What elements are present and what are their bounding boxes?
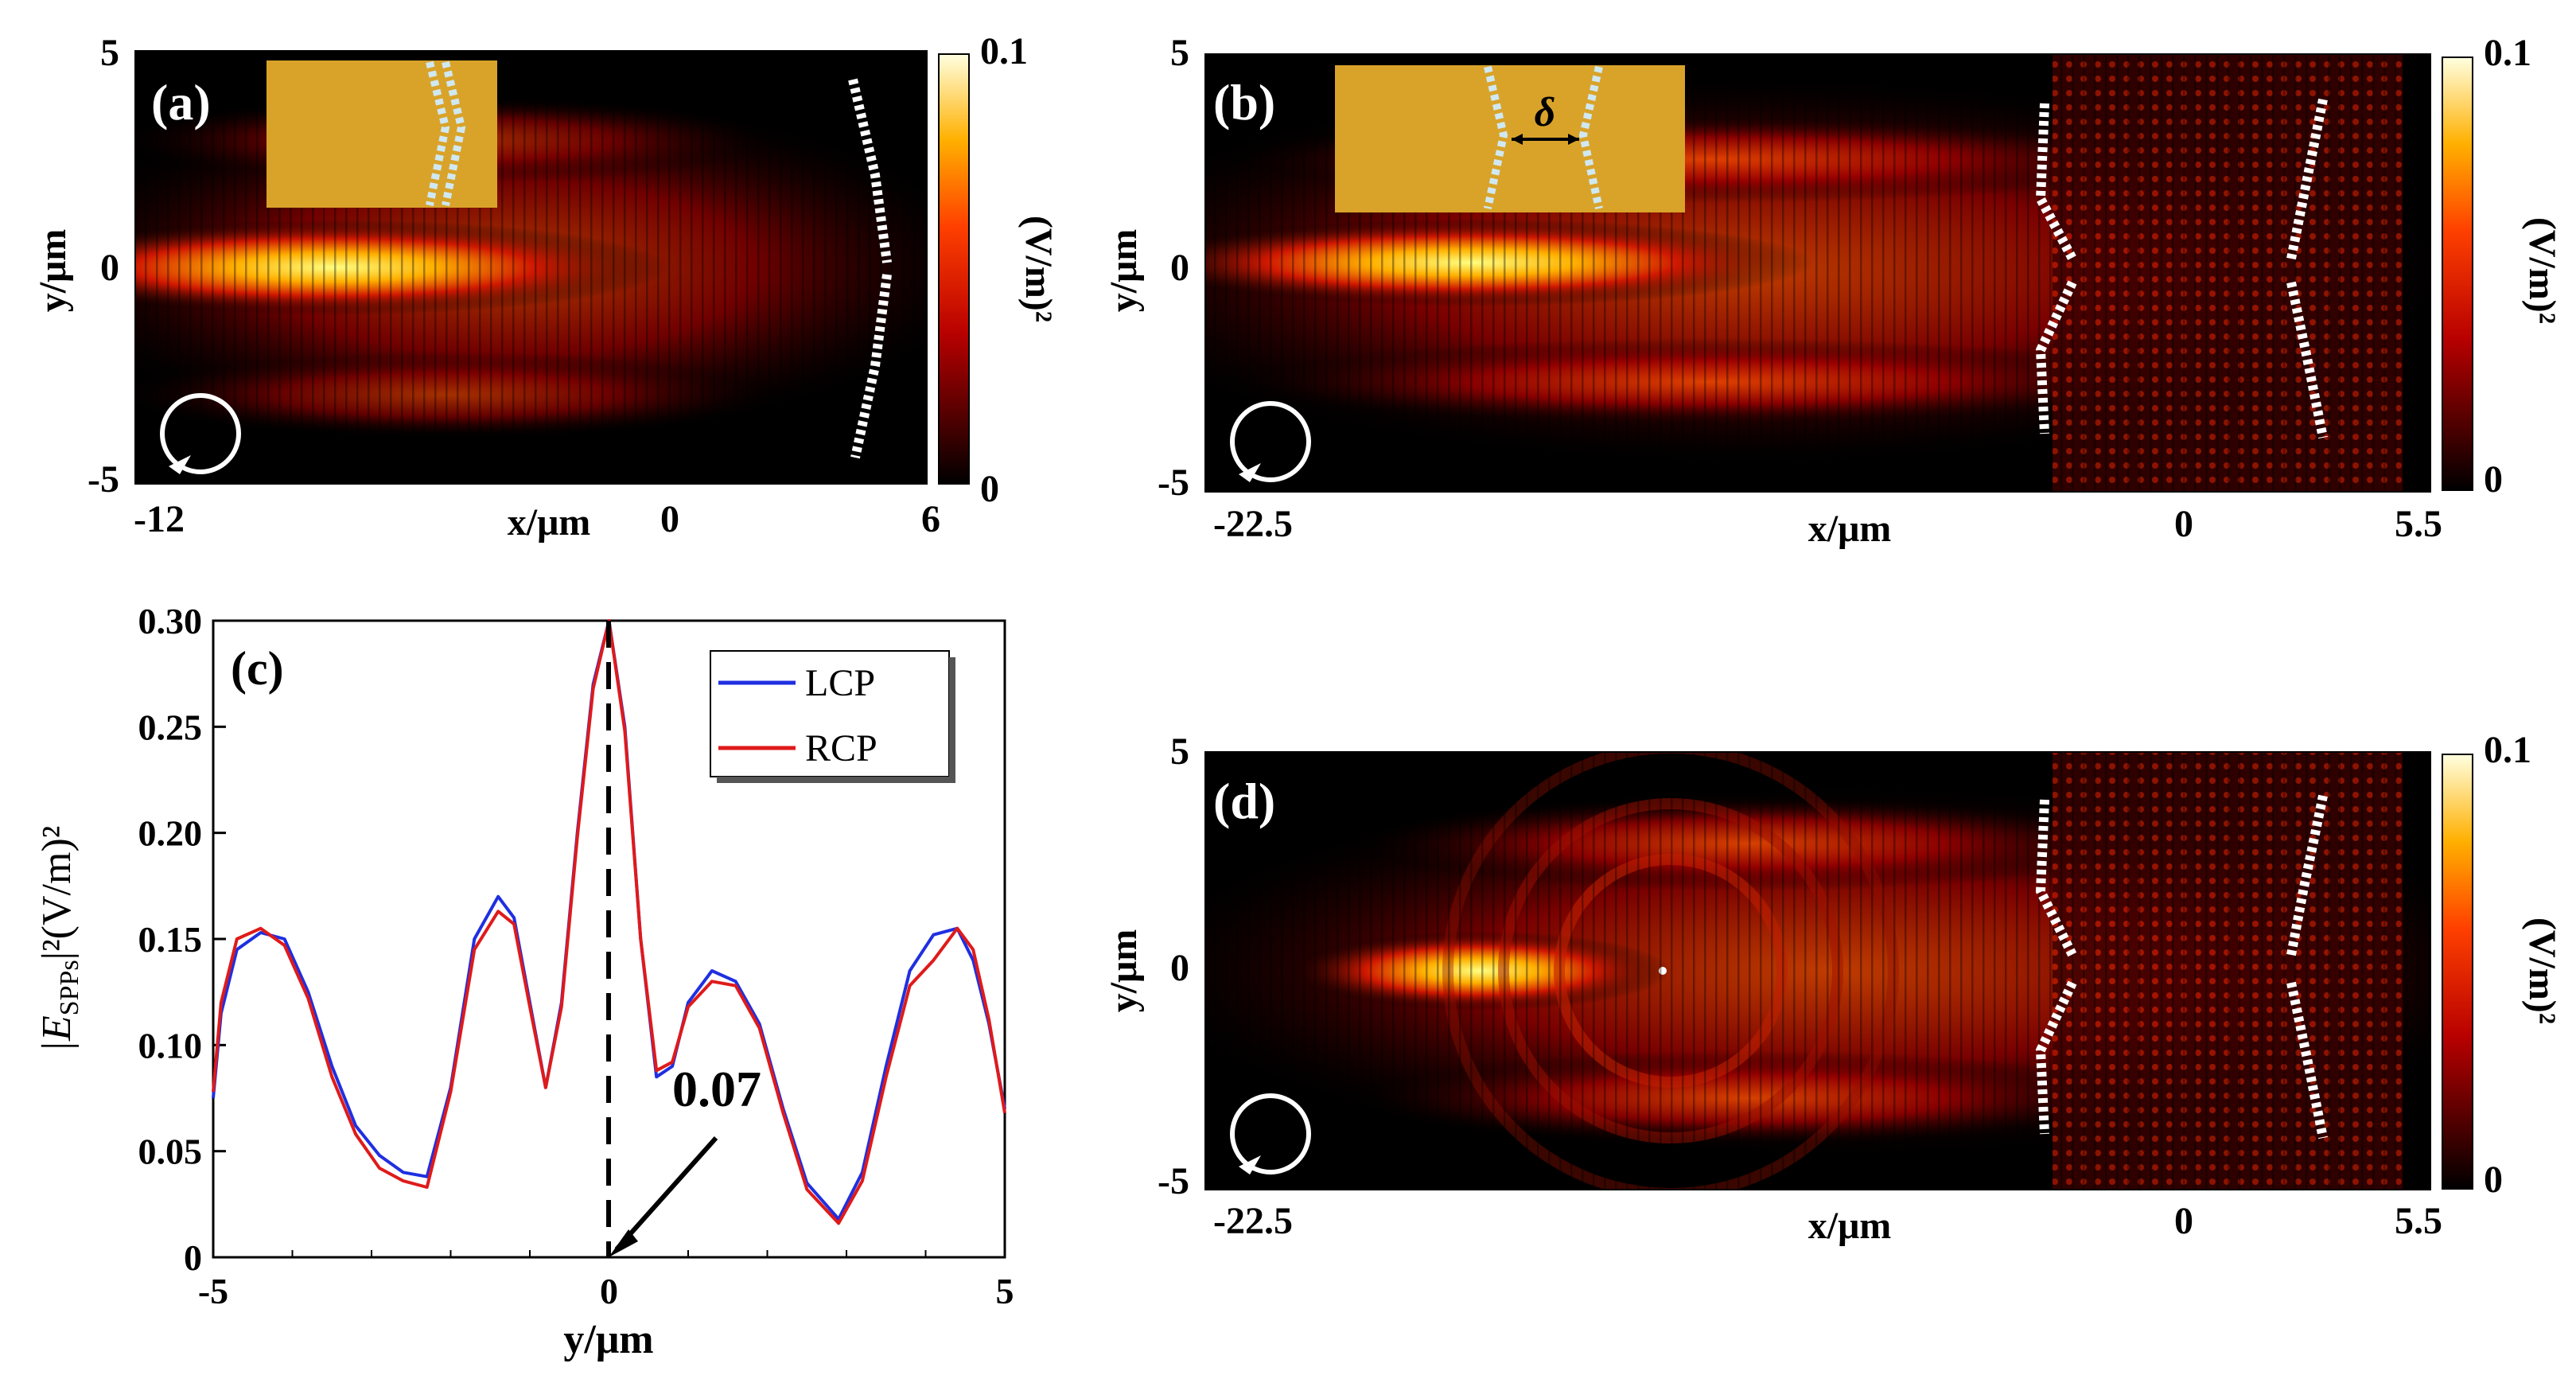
chart-ytick-label: 0.25 [138,707,203,747]
slit-d-1 [2035,799,2077,957]
chart-legend: LCP RCP [710,650,955,783]
panel-a-colorbar-unit: (V/m)² [1018,216,1060,322]
slit-lower [850,274,892,459]
chart-lines [212,619,1006,1225]
circular-polarization-icon [1230,1093,1311,1175]
panel-d-colorbar-max: 0.1 [2484,729,2531,771]
panel-b: δ (b) 5 0 -5 y/μm -22.5 0 5.5 x/μm 0.1 0… [1103,32,2563,550]
panel-b-colorbar-unit: (V/m)² [2521,217,2563,324]
panel-d-colorbar [2442,754,2473,1190]
panel-a-ytick-mid: 0 [100,247,119,289]
panel-b-xlabel: x/μm [1808,508,1892,550]
panel-a-colorbar-min: 0 [980,468,999,510]
chart-annotation: 0.07 [672,1061,761,1117]
panel-d-ylabel: y/μm [1103,929,1145,1013]
panel-a-xtick-right: 6 [921,498,940,540]
panel-b-ytick-top: 5 [1170,32,1189,74]
panel-d-colorbar-unit: (V/m)² [2521,917,2563,1024]
panel-a-xlabel: x/μm [508,501,591,543]
panel-d-heatmap [1205,752,2430,1190]
slit-d-4 [2286,981,2328,1140]
panel-b-inset [1335,65,1685,212]
slit-b-4 [2286,281,2328,439]
panel-b-label: (b) [1213,74,1275,131]
circular-polarization-icon [1230,401,1311,482]
panel-a: (a) 5 0 -5 y/μm -12 0 6 x/μm 0.1 0 (V/m)… [32,30,1060,543]
panel-b-ytick-bottom: -5 [1158,462,1189,504]
chart-ylabel-main: |E [34,1015,80,1052]
slit-b-3 [2286,98,2328,260]
panel-a-heatmap [135,51,927,484]
panel-b-colorbar-min: 0 [2484,458,2503,501]
chart-ytick-label: 0.15 [138,919,203,960]
panel-d-colorbar-min: 0 [2484,1159,2503,1201]
chart-xlabel: y/μm [563,1317,653,1362]
chart-ylabel: |ESPPs|²(V/m)² [34,826,84,1053]
chart-ytick-label: 0.20 [138,813,203,854]
panel-d-xlabel: x/μm [1808,1205,1892,1247]
chart-panel-label: (c) [231,642,284,695]
chart-xtick-label: 5 [996,1271,1014,1311]
slit-b-1 [2035,103,2077,261]
panel-a-ytick-bottom: -5 [88,458,119,501]
chart-xtick-label: 0 [600,1271,618,1311]
panel-b-ylabel: y/μm [1103,229,1145,313]
slit-d-2 [2035,980,2077,1135]
annotation-arrow [614,1136,718,1251]
chart-series-rcp [212,619,1006,1225]
panel-b-inset-delta: δ [1535,90,1556,135]
chart-ticks: 00.050.100.150.200.250.30-5 0 5 [138,601,1014,1311]
chart-ylabel-rest: |²(V/m)² [34,826,80,960]
chart-ylabel-sub: SPPs [55,960,84,1015]
panel-d: (d) 5 0 -5 y/μm -22.5 0 5.5 x/μm 0.1 0 (… [1103,729,2563,1247]
panel-a-colorbar [938,53,970,485]
panel-d-xtick-right: 5.5 [2395,1200,2442,1242]
chart-ytick-label: 0.05 [138,1132,203,1172]
panel-c: 00.050.100.150.200.250.30-5 0 5 (c) LCP RC… [34,601,1014,1362]
legend-rcp-label: RCP [805,727,877,769]
panel-b-colorbar-max: 0.1 [2484,32,2531,74]
panel-a-xtick-left: -12 [134,498,185,540]
panel-b-xtick-mid: 0 [2174,503,2193,545]
legend-lcp-label: LCP [805,662,875,704]
panel-b-colorbar [2442,56,2473,491]
panel-d-ytick-bottom: -5 [1158,1160,1189,1202]
panel-a-ytick-top: 5 [100,32,119,74]
slit-d-3 [2286,794,2328,956]
panel-d-xtick-left: -22.5 [1213,1200,1293,1242]
panel-b-xtick-left: -22.5 [1213,503,1293,545]
slit-b-2 [2035,280,2077,434]
circular-polarization-icon [160,393,241,474]
panel-a-colorbar-max: 0.1 [980,30,1028,72]
chart-ytick-label: 0.10 [138,1025,203,1065]
chart-ytick-label: 0.30 [138,601,203,641]
panel-d-ytick-mid: 0 [1170,947,1189,989]
panel-d-xtick-mid: 0 [2174,1200,2193,1242]
panel-a-xtick-mid: 0 [660,498,679,540]
chart-ytick-label: 0 [184,1237,202,1278]
panel-a-label: (a) [151,74,211,131]
chart-xtick-label: -5 [198,1271,228,1311]
panel-b-heatmap: δ [1205,54,2430,492]
panel-d-label: (d) [1213,773,1275,829]
panel-a-inset [267,60,497,208]
panel-a-ylabel: y/μm [32,229,74,313]
panel-b-ytick-mid: 0 [1170,247,1189,289]
slit-upper [848,78,892,263]
panel-d-ytick-top: 5 [1170,730,1189,773]
panel-b-xtick-right: 5.5 [2395,503,2442,545]
